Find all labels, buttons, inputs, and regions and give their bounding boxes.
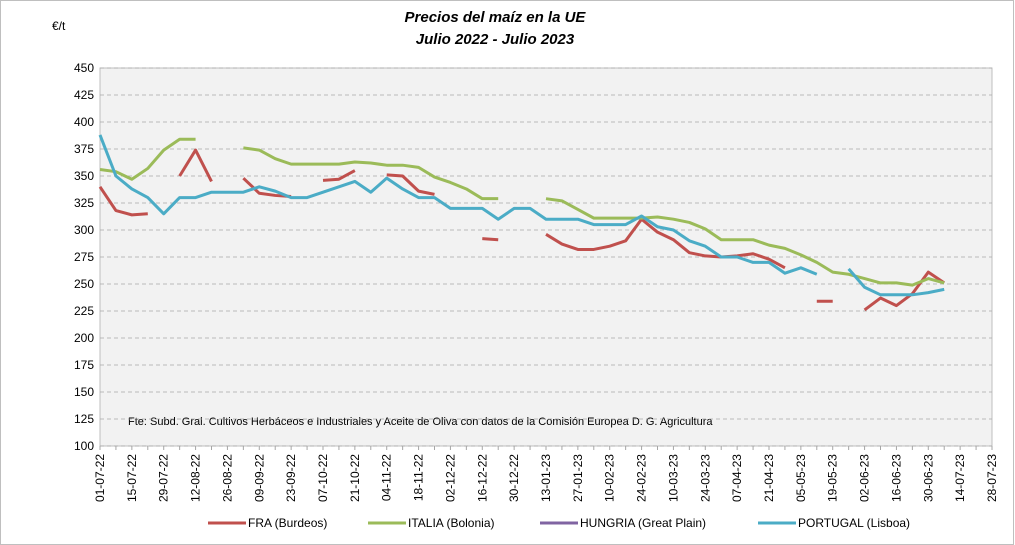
y-tick-label: 275 [74,250,94,264]
x-tick-label: 29-07-22 [157,454,171,502]
x-tick-label: 07-04-23 [730,454,744,502]
line-segment [847,267,945,297]
x-tick-label: 09-09-22 [252,454,266,502]
y-tick-label: 425 [74,88,94,102]
x-tick-label: 05-05-23 [794,454,808,502]
x-tick-label: 21-04-23 [762,454,776,502]
chart-title: Precios del maíz en la UE [405,9,587,26]
y-tick-label: 375 [74,142,94,156]
legend-label: FRA (Burdeos) [248,516,327,530]
y-tick-label: 175 [74,358,94,372]
x-tick-label: 21-10-22 [348,454,362,502]
y-tick-label: 125 [74,412,94,426]
legend-label: ITALIA (Bolonia) [408,516,494,530]
x-tick-label: 01-07-22 [93,454,107,502]
x-tick-label: 14-07-23 [953,454,967,502]
y-tick-label: 250 [74,277,94,291]
line-segment [545,217,786,270]
x-tick-label: 16-06-23 [889,454,903,502]
line-segment [242,177,292,199]
x-tick-label: 30-12-22 [507,454,521,502]
line-segment [98,185,148,217]
y-tick-label: 450 [74,61,94,75]
line-segment [243,146,499,201]
x-tick-label: 19-05-23 [826,454,840,502]
x-tick-label: 13-01-23 [539,454,553,502]
x-tick-label: 24-03-23 [698,454,712,502]
x-tick-label: 15-07-22 [125,454,139,502]
line-segment [386,173,435,196]
x-tick-label: 04-11-22 [380,454,394,501]
x-tick-label: 18-11-22 [412,454,426,501]
x-tick-label: 02-12-22 [443,454,457,502]
y-tick-label: 150 [74,385,94,399]
y-tick-label: 350 [74,169,94,183]
x-tick-label: 28-07-23 [985,454,999,502]
line-segment [98,134,818,276]
y-tick-label: 100 [74,439,94,453]
line-segment [482,237,499,242]
x-tick-label: 12-08-22 [189,454,203,502]
x-tick-label: 27-01-23 [571,454,585,502]
y-tick-label: 300 [74,223,94,237]
y-tick-label: 200 [74,331,94,345]
x-tick-label: 10-03-23 [666,454,680,502]
x-tick-label: 07-10-22 [316,454,330,502]
x-tick-label: 24-02-23 [635,454,649,502]
line-segment [178,148,213,183]
y-axis-label: €/t [52,19,66,33]
chart-subtitle: Julio 2022 - Julio 2023 [416,31,575,48]
y-tick-label: 225 [74,304,94,318]
legend-label: PORTUGAL (Lisboa) [798,516,910,530]
x-tick-label: 26-08-22 [220,454,234,502]
y-tick-label: 400 [74,115,94,129]
x-tick-label: 16-12-22 [475,454,489,502]
x-tick-label: 23-09-22 [284,454,298,502]
x-tick-label: 30-06-23 [921,454,935,502]
line-segment [863,270,946,312]
legend-label: HUNGRIA (Great Plain) [580,516,706,530]
line-segment [322,169,356,182]
y-tick-label: 325 [74,196,94,210]
line-segment [545,197,945,287]
x-tick-label: 10-02-23 [603,454,617,502]
line-segment [99,137,196,181]
annotation: Fte: Subd. Gral. Cultivos Herbáceos e In… [128,416,713,428]
x-tick-label: 02-06-23 [858,454,872,502]
